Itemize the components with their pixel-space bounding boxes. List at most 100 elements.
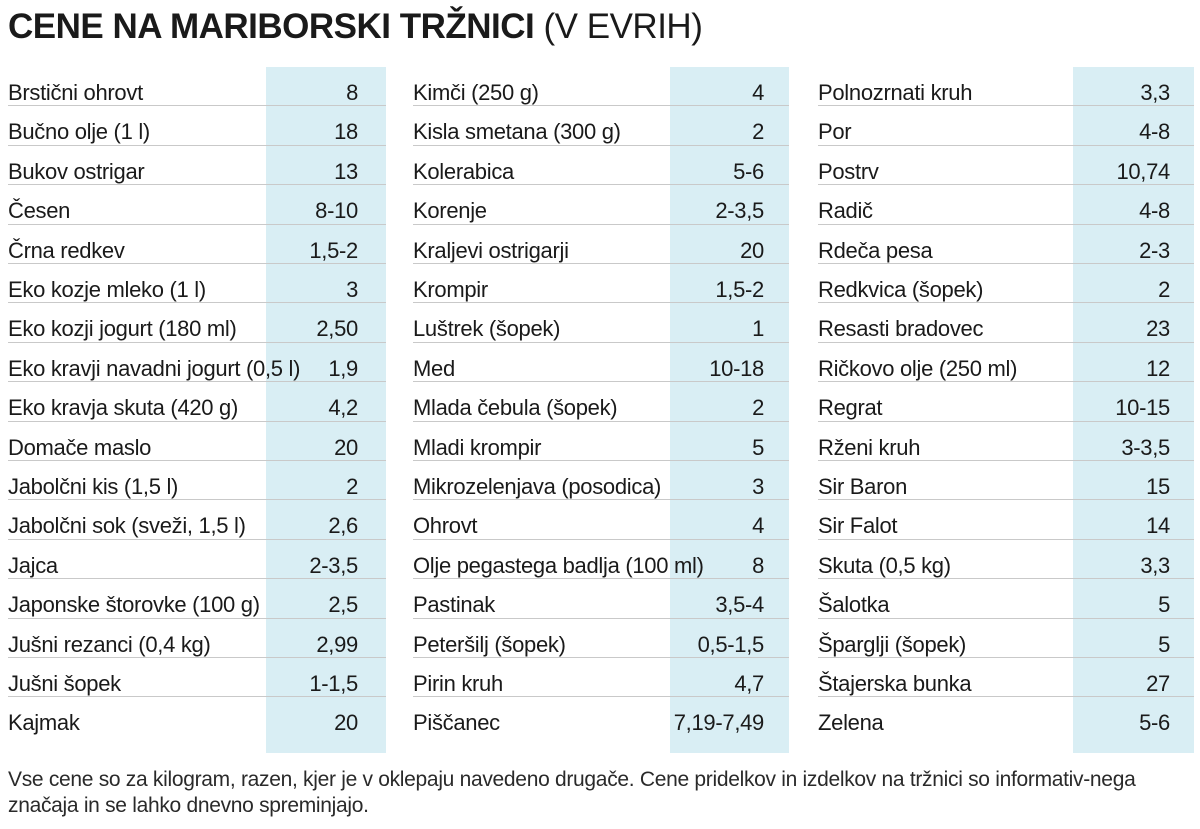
table-row: Luštrek (šopek) 1 bbox=[413, 303, 789, 343]
item-name: Regrat bbox=[818, 395, 883, 421]
item-price: 5 bbox=[1158, 592, 1170, 618]
item-price: 10,74 bbox=[1116, 158, 1170, 184]
item-name: Redkvica (šopek) bbox=[818, 277, 984, 302]
item-name: Kraljevi ostrigarji bbox=[413, 237, 569, 263]
item-name: Polnozrnati kruh bbox=[818, 80, 973, 105]
table-row: Kajmak 20 bbox=[8, 697, 386, 736]
item-name: Luštrek (šopek) bbox=[413, 316, 561, 342]
item-name: Rdeča pesa bbox=[818, 237, 933, 263]
item-name: Piščanec bbox=[413, 710, 500, 736]
item-name: Bukov ostrigar bbox=[8, 158, 145, 184]
item-name: Radič bbox=[818, 198, 873, 224]
table-row: Postrv 10,74 bbox=[818, 146, 1194, 186]
table-row: Črna redkev 1,5-2 bbox=[8, 225, 386, 264]
price-column-2: Kimči (250 g) 4 Kisla smetana (300 g) 2 Kole… bbox=[413, 67, 789, 753]
item-price: 5 bbox=[1158, 631, 1170, 657]
table-row: Radič 4-8 bbox=[818, 185, 1194, 225]
table-row: Šalotka 5 bbox=[818, 579, 1194, 619]
table-row: Štajerska bunka 27 bbox=[818, 658, 1194, 698]
table-row: Sir Baron 15 bbox=[818, 461, 1194, 501]
item-price: 20 bbox=[334, 434, 358, 460]
item-price: 27 bbox=[1146, 671, 1170, 696]
item-name: Zelena bbox=[818, 710, 884, 736]
item-name: Japonske štorovke (100 g) bbox=[8, 592, 260, 618]
title-main: CENE NA MARIBORSKI TRŽNICI bbox=[8, 7, 535, 46]
table-row: Kimči (250 g) 4 bbox=[413, 67, 789, 107]
item-name: Eko kozje mleko (1 l) bbox=[8, 277, 206, 302]
item-price: 2 bbox=[346, 474, 358, 499]
item-price: 1-1,5 bbox=[309, 671, 358, 696]
item-name: Kolerabica bbox=[413, 158, 514, 184]
item-price: 2,5 bbox=[328, 592, 358, 618]
table-row: Eko kravja skuta (420 g) 4,2 bbox=[8, 382, 386, 422]
table-row: Jušni rezanci (0,4 kg) 2,99 bbox=[8, 619, 386, 658]
table-row: Kisla smetana (300 g) 2 bbox=[413, 106, 789, 146]
item-name: Brstični ohrovt bbox=[8, 80, 143, 105]
table-row: Česen 8-10 bbox=[8, 185, 386, 225]
item-name: Eko kravji navadni jogurt (0,5 l) bbox=[8, 355, 301, 381]
item-name: Štajerska bunka bbox=[818, 671, 972, 696]
table-row: Špargljі (šopek) 5 bbox=[818, 619, 1194, 658]
item-price: 4-8 bbox=[1139, 198, 1170, 224]
item-price: 5-6 bbox=[733, 158, 764, 184]
item-name: Špargljі (šopek) bbox=[818, 631, 967, 657]
table-row: Sir Falot 14 bbox=[818, 500, 1194, 540]
item-price: 12 bbox=[1146, 355, 1170, 381]
item-name: Mikrozelenjava (posodica) bbox=[413, 474, 662, 499]
price-band bbox=[670, 67, 789, 753]
item-name: Jušni rezanci (0,4 kg) bbox=[8, 631, 211, 657]
table-row: Rdeča pesa 2-3 bbox=[818, 225, 1194, 264]
item-price: 2-3,5 bbox=[715, 198, 764, 224]
price-band bbox=[266, 67, 386, 753]
item-price: 8-10 bbox=[315, 198, 358, 224]
item-price: 2-3,5 bbox=[309, 552, 358, 578]
item-name: Kimči (250 g) bbox=[413, 80, 539, 105]
item-name: Olje pegastega badlja (100 ml) bbox=[413, 552, 704, 578]
item-price: 3,3 bbox=[1140, 552, 1170, 578]
table-row: Krompir 1,5-2 bbox=[413, 264, 789, 304]
item-price: 4 bbox=[752, 513, 764, 539]
item-price: 5 bbox=[752, 434, 764, 460]
footnote: Vse cene so za kilogram, razen, kjer je … bbox=[8, 768, 1136, 817]
table-row: Resasti bradovec 23 bbox=[818, 303, 1194, 343]
item-name: Jajca bbox=[8, 552, 58, 578]
item-price: 7,19-7,49 bbox=[673, 710, 765, 736]
item-price: 3 bbox=[752, 474, 764, 499]
item-name: Jušni šopek bbox=[8, 671, 121, 696]
item-price: 20 bbox=[334, 710, 358, 736]
table-row: Rženi kruh 3-3,5 bbox=[818, 422, 1194, 461]
table-row: Kolerabica 5-6 bbox=[413, 146, 789, 186]
table-row: Zelena 5-6 bbox=[818, 697, 1194, 736]
table-row: Korenje 2-3,5 bbox=[413, 185, 789, 225]
item-name: Med bbox=[413, 355, 455, 381]
item-price: 2 bbox=[752, 119, 764, 145]
title-unit: (V EVRIH) bbox=[543, 7, 703, 46]
item-name: Mladi krompir bbox=[413, 434, 542, 460]
item-name: Šalotka bbox=[818, 592, 890, 618]
item-name: Pastinak bbox=[413, 592, 495, 618]
table-row: Jušni šopek 1-1,5 bbox=[8, 658, 386, 698]
price-column-3: Polnozrnati kruh 3,3 Por 4-8 Postrv 10,74 Radi… bbox=[818, 67, 1194, 753]
item-name: Kisla smetana (300 g) bbox=[413, 119, 621, 145]
table-row: Redkvica (šopek) 2 bbox=[818, 264, 1194, 304]
item-price: 3,5-4 bbox=[715, 592, 764, 618]
table-row: Jabolčni kis (1,5 l) 2 bbox=[8, 461, 386, 501]
item-price: 18 bbox=[334, 119, 358, 145]
item-name: Korenje bbox=[413, 198, 487, 224]
table-row: Eko kozji jogurt (180 ml) 2,50 bbox=[8, 303, 386, 343]
table-row: Jajca 2-3,5 bbox=[8, 540, 386, 580]
table-row: Eko kravji navadni jogurt (0,5 l) 1,9 bbox=[8, 343, 386, 383]
table-row: Ohrovt 4 bbox=[413, 500, 789, 540]
item-price: 2,99 bbox=[316, 631, 358, 657]
table-row: Ričkovo olje (250 ml) 12 bbox=[818, 343, 1194, 383]
item-price: 2,50 bbox=[316, 316, 358, 342]
item-price: 5-6 bbox=[1139, 710, 1170, 736]
item-price: 3 bbox=[346, 277, 358, 302]
item-price: 4,2 bbox=[328, 395, 358, 421]
item-price: 8 bbox=[346, 80, 358, 105]
item-price: 1,5-2 bbox=[715, 277, 764, 302]
table-row: Piščanec 7,19-7,49 bbox=[413, 697, 789, 736]
table-row: Bukov ostrigar 13 bbox=[8, 146, 386, 186]
price-band bbox=[1073, 67, 1194, 753]
item-name: Resasti bradovec bbox=[818, 316, 984, 342]
